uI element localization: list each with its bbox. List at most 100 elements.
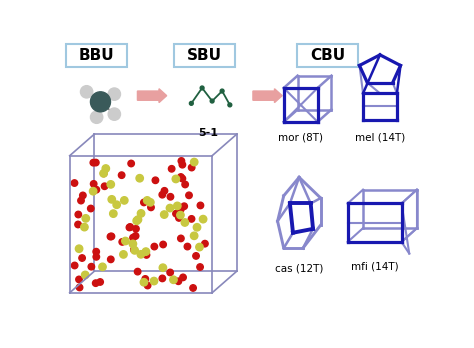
Circle shape xyxy=(75,211,82,218)
Circle shape xyxy=(136,175,144,182)
FancyArrow shape xyxy=(137,89,167,103)
Circle shape xyxy=(143,252,150,258)
FancyBboxPatch shape xyxy=(173,44,235,67)
Circle shape xyxy=(177,211,184,219)
Circle shape xyxy=(88,263,95,270)
Circle shape xyxy=(108,196,116,203)
Circle shape xyxy=(228,103,232,107)
Circle shape xyxy=(210,99,214,103)
Circle shape xyxy=(97,279,103,285)
Circle shape xyxy=(178,158,185,164)
FancyArrow shape xyxy=(253,89,282,103)
Circle shape xyxy=(172,175,180,183)
Circle shape xyxy=(161,211,168,218)
Circle shape xyxy=(101,183,108,190)
Circle shape xyxy=(134,216,142,223)
Text: BBU: BBU xyxy=(79,48,114,63)
Circle shape xyxy=(131,247,138,254)
Circle shape xyxy=(120,251,127,258)
FancyBboxPatch shape xyxy=(297,44,358,67)
Text: SBU: SBU xyxy=(187,48,222,63)
Circle shape xyxy=(159,275,165,282)
Circle shape xyxy=(181,219,189,226)
Circle shape xyxy=(176,215,182,221)
Circle shape xyxy=(113,201,120,208)
Text: 5-1: 5-1 xyxy=(198,128,218,138)
Circle shape xyxy=(168,166,175,172)
Circle shape xyxy=(193,224,201,231)
Circle shape xyxy=(92,280,99,286)
Circle shape xyxy=(173,202,181,209)
Circle shape xyxy=(76,276,82,283)
Circle shape xyxy=(81,223,88,231)
Circle shape xyxy=(137,251,145,258)
Circle shape xyxy=(202,240,208,247)
Circle shape xyxy=(90,159,97,166)
Circle shape xyxy=(92,159,99,166)
Circle shape xyxy=(141,199,147,206)
Circle shape xyxy=(108,256,114,263)
Circle shape xyxy=(71,180,78,186)
Circle shape xyxy=(175,212,181,218)
Circle shape xyxy=(184,243,191,250)
Circle shape xyxy=(108,233,115,239)
Circle shape xyxy=(146,199,154,206)
Circle shape xyxy=(129,240,137,247)
Circle shape xyxy=(79,255,85,261)
Circle shape xyxy=(179,161,186,168)
Circle shape xyxy=(108,88,120,100)
Circle shape xyxy=(193,253,199,259)
Circle shape xyxy=(137,210,145,217)
Circle shape xyxy=(150,277,158,285)
Circle shape xyxy=(178,174,184,180)
Circle shape xyxy=(133,226,139,232)
Circle shape xyxy=(93,187,100,193)
Circle shape xyxy=(99,263,106,270)
Circle shape xyxy=(186,192,192,199)
Circle shape xyxy=(190,101,193,105)
Circle shape xyxy=(144,197,151,204)
Circle shape xyxy=(128,160,135,167)
Circle shape xyxy=(179,175,186,182)
Circle shape xyxy=(72,262,78,269)
Circle shape xyxy=(75,221,82,228)
Circle shape xyxy=(180,274,186,280)
Circle shape xyxy=(107,234,114,240)
Circle shape xyxy=(88,205,94,212)
Circle shape xyxy=(200,215,207,223)
Circle shape xyxy=(142,276,148,282)
Circle shape xyxy=(161,188,168,194)
Circle shape xyxy=(197,264,203,270)
Circle shape xyxy=(191,232,198,239)
Circle shape xyxy=(178,206,184,212)
Circle shape xyxy=(170,276,177,284)
Circle shape xyxy=(78,197,84,204)
FancyBboxPatch shape xyxy=(66,44,128,67)
Circle shape xyxy=(108,108,120,120)
Circle shape xyxy=(126,224,133,231)
Text: mor (8T): mor (8T) xyxy=(278,133,323,143)
Circle shape xyxy=(120,197,128,204)
Circle shape xyxy=(90,188,97,195)
Circle shape xyxy=(100,170,107,177)
Circle shape xyxy=(133,217,140,224)
Circle shape xyxy=(197,202,204,209)
Circle shape xyxy=(130,235,136,241)
Circle shape xyxy=(127,224,133,230)
Circle shape xyxy=(191,158,198,166)
Circle shape xyxy=(145,282,151,289)
Circle shape xyxy=(118,172,125,179)
Circle shape xyxy=(181,203,187,209)
Circle shape xyxy=(91,181,97,187)
Circle shape xyxy=(140,278,147,286)
Circle shape xyxy=(142,248,150,255)
Circle shape xyxy=(159,264,166,271)
Circle shape xyxy=(82,215,90,222)
Circle shape xyxy=(151,243,157,250)
Circle shape xyxy=(166,204,173,212)
Circle shape xyxy=(119,239,126,245)
Circle shape xyxy=(80,192,86,199)
Circle shape xyxy=(91,92,110,112)
Circle shape xyxy=(196,243,203,251)
Circle shape xyxy=(82,271,89,279)
